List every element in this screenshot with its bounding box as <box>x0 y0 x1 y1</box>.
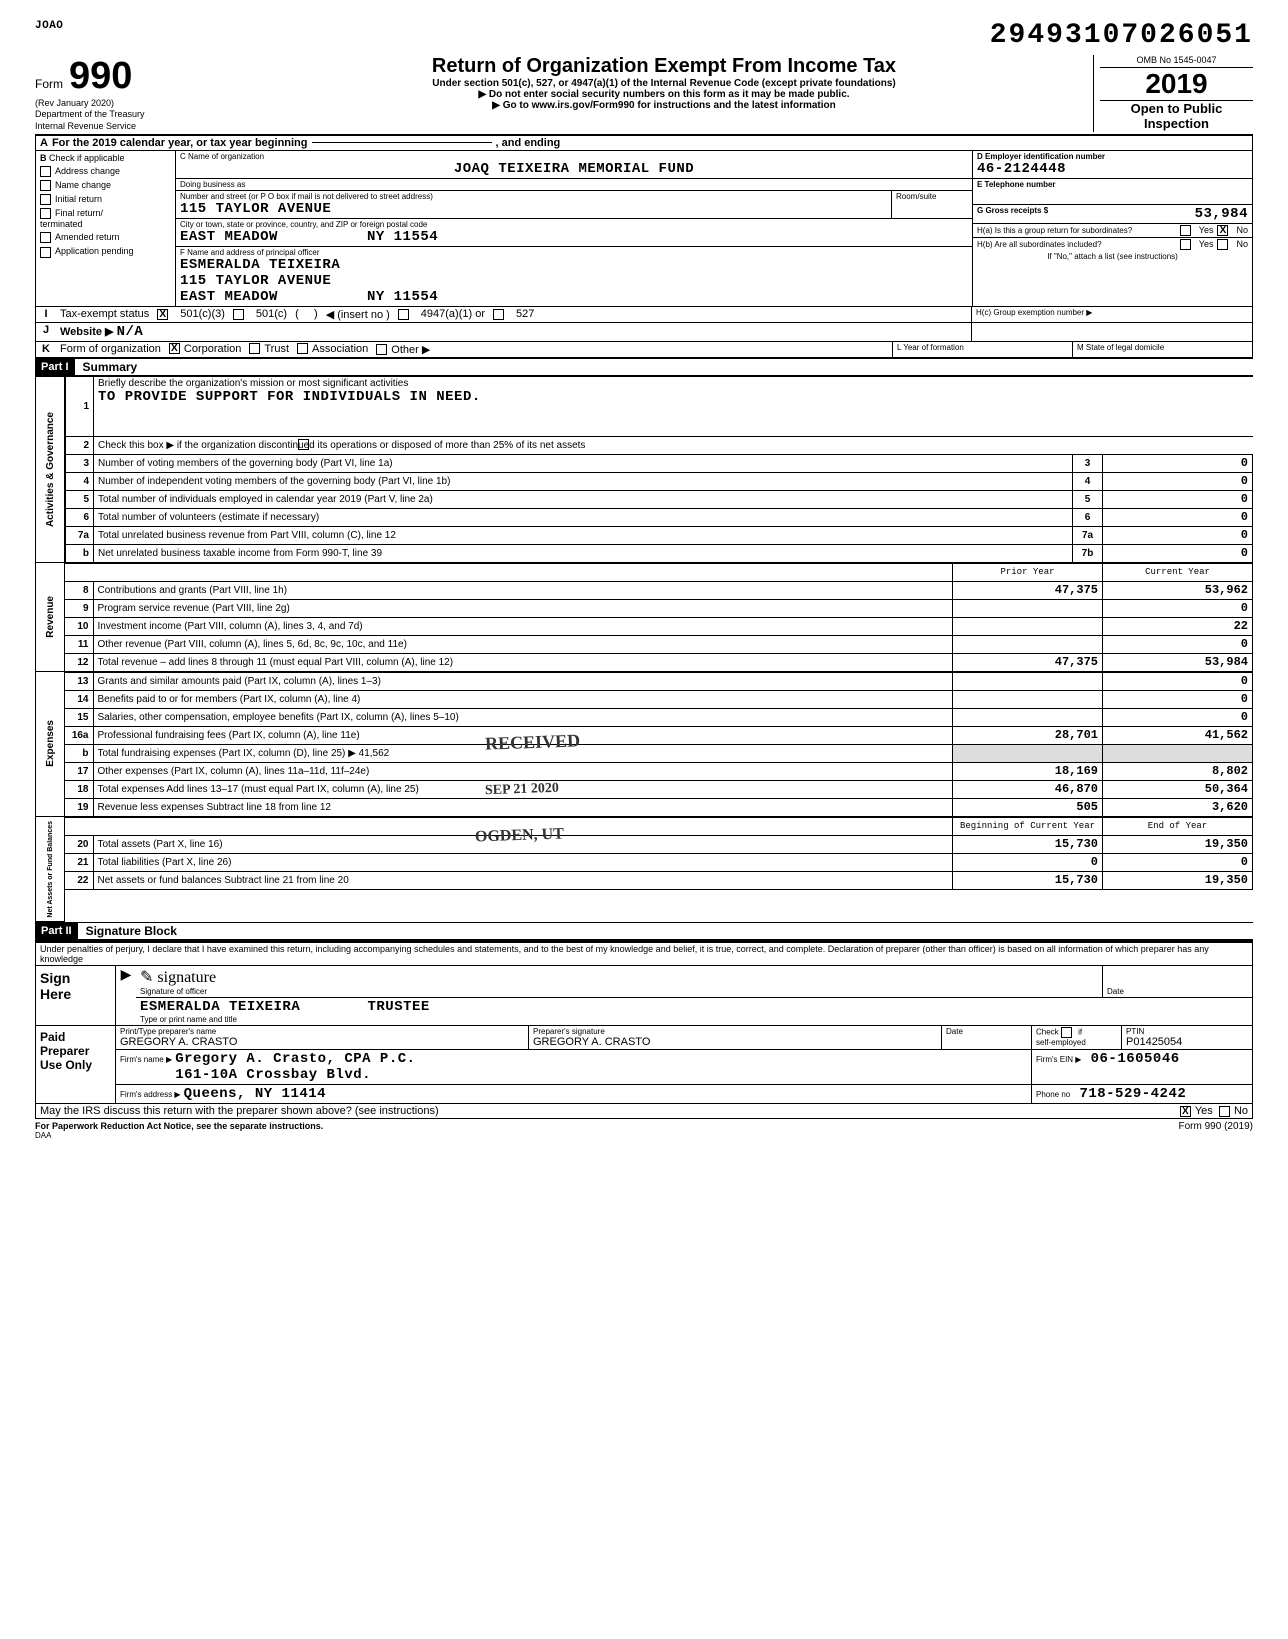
gov-table: 1 Briefly describe the organization's mi… <box>65 377 1253 563</box>
officer-name: ESMERALDA TEIXEIRA <box>180 257 968 273</box>
line-21: 21Total liabilities (Part X, line 26)00 <box>65 853 1253 871</box>
goto-url: ▶ Go to www.irs.gov/Form990 for instruct… <box>243 100 1085 111</box>
line-10: 10Investment income (Part VIII, column (… <box>65 617 1253 635</box>
line-20: 20Total assets (Part X, line 16)15,73019… <box>65 835 1253 853</box>
gross-receipts: 53,984 <box>1048 206 1248 222</box>
line-b: bTotal fundraising expenses (Part IX, co… <box>65 744 1253 762</box>
gov-line-7b: bNet unrelated business taxable income f… <box>66 544 1253 562</box>
side-expenses: Expenses <box>43 716 58 771</box>
line-11: 11Other revenue (Part VIII, column (A), … <box>65 635 1253 653</box>
entity-block: A For the 2019 calendar year, or tax yea… <box>35 136 1253 358</box>
discuss-question: May the IRS discuss this return with the… <box>40 1105 1180 1117</box>
preparer-name: GREGORY A. CRASTO <box>120 1036 524 1048</box>
line-16a: 16aProfessional fundraising fees (Part I… <box>65 726 1253 744</box>
handwritten-name: JOAO <box>35 20 63 32</box>
gov-line-7a: 7aTotal unrelated business revenue from … <box>66 526 1253 544</box>
checkbox-application-pending[interactable]: Application pending <box>40 246 171 257</box>
preparer-sig: GREGORY A. CRASTO <box>533 1036 937 1048</box>
line-9: 9Program service revenue (Part VIII, lin… <box>65 599 1253 617</box>
line-12: 12Total revenue – add lines 8 through 11… <box>65 653 1253 671</box>
subtitle: Under section 501(c), 527, or 4947(a)(1)… <box>243 78 1085 89</box>
discuss-yes[interactable]: X <box>1180 1106 1191 1117</box>
state-zip: NY 11554 <box>367 229 438 245</box>
line-14: 14Benefits paid to or for members (Part … <box>65 690 1253 708</box>
checkbox-final-return-terminated[interactable]: Final return/terminated <box>40 208 171 229</box>
officer-street: 115 TAYLOR AVENUE <box>180 273 968 289</box>
line-13: 13Grants and similar amounts paid (Part … <box>65 672 1253 690</box>
expense-table: 13Grants and similar amounts paid (Part … <box>65 672 1253 817</box>
irs: Internal Revenue Service <box>35 122 235 132</box>
firm-addr2: Queens, NY 11414 <box>184 1086 326 1102</box>
part2-header: Part II Signature Block <box>35 922 1253 941</box>
firm-phone: 718-529-4242 <box>1079 1086 1186 1102</box>
form-header: Form 990 (Rev January 2020) Department o… <box>35 55 1253 136</box>
line-15: 15Salaries, other compensation, employee… <box>65 708 1253 726</box>
gov-line-3: 3Number of voting members of the governi… <box>66 454 1253 472</box>
firm-addr1: 161-10A Crossbay Blvd. <box>175 1067 371 1083</box>
col-d: D Employer identification number 46-2124… <box>972 151 1252 306</box>
501c3-check[interactable]: X <box>157 309 168 320</box>
officer-title: TRUSTEE <box>367 999 429 1015</box>
k-opt-0[interactable]: XCorporation <box>169 343 241 356</box>
tax-year: 2019 <box>1100 68 1253 100</box>
signature-block: Under penalties of perjury, I declare th… <box>35 941 1253 1119</box>
line-18: 18Total expenses Add lines 13–17 (must e… <box>65 780 1253 798</box>
form-footer: Form 990 (2019) <box>1179 1121 1253 1140</box>
street: 115 TAYLOR AVENUE <box>180 201 887 217</box>
perjury-statement: Under penalties of perjury, I declare th… <box>36 943 1252 966</box>
line-17: 17Other expenses (Part IX, column (A), l… <box>65 762 1253 780</box>
line-19: 19Revenue less expenses Subtract line 18… <box>65 798 1253 816</box>
revenue-table: Prior Year Current Year 8Contributions a… <box>65 563 1253 672</box>
mission: TO PROVIDE SUPPORT FOR INDIVIDUALS IN NE… <box>98 389 481 405</box>
k-opt-3[interactable]: Other ▶ <box>376 343 430 356</box>
officer-state-zip: NY 11554 <box>367 289 438 305</box>
side-net: Net Assets or Fund Balances <box>45 817 56 922</box>
website: N/A <box>117 324 144 340</box>
dept-treasury: Department of the Treasury <box>35 110 235 120</box>
gov-line-6: 6Total number of volunteers (estimate if… <box>66 508 1253 526</box>
dln: 29493107026051 <box>990 20 1253 51</box>
ptin: P01425054 <box>1126 1036 1248 1048</box>
ein: 46-2124448 <box>977 161 1248 177</box>
firm-name: Gregory A. Crasto, CPA P.C. <box>175 1051 415 1067</box>
omb-number: OMB No 1545-0047 <box>1100 55 1253 68</box>
dba-label: Doing business as <box>176 179 972 191</box>
line-8: 8Contributions and grants (Part VIII, li… <box>65 581 1253 599</box>
checkbox-amended-return[interactable]: Amended return <box>40 232 171 243</box>
k-opt-1[interactable]: Trust <box>249 343 289 356</box>
open-public-2: Inspection <box>1100 116 1253 131</box>
side-revenue: Revenue <box>43 592 58 642</box>
checkbox-initial-return[interactable]: Initial return <box>40 194 171 205</box>
col-b-checkboxes: B Check if applicable Address changeName… <box>36 151 176 306</box>
org-name: JOAQ TEIXEIRA MEMORIAL FUND <box>180 161 968 177</box>
net-table: Beginning of Current Year End of Year 20… <box>65 817 1253 890</box>
form-number: 990 <box>69 55 132 98</box>
officer-print-name: ESMERALDA TEIXEIRA <box>140 999 300 1015</box>
k-opt-2[interactable]: Association <box>297 343 368 356</box>
checkbox-name-change[interactable]: Name change <box>40 180 171 191</box>
form-word: Form <box>35 77 63 91</box>
checkbox-address-change[interactable]: Address change <box>40 166 171 177</box>
part1-header: Part I Summary <box>35 358 1253 377</box>
line-a: For the 2019 calendar year, or tax year … <box>52 137 308 149</box>
city: EAST MEADOW <box>180 229 278 245</box>
ssn-warning: ▶ Do not enter social security numbers o… <box>243 89 1085 100</box>
open-public-1: Open to Public <box>1100 101 1253 116</box>
pra-notice: For Paperwork Reduction Act Notice, see … <box>35 1121 1179 1131</box>
revision: (Rev January 2020) <box>35 98 235 108</box>
line-22: 22Net assets or fund balances Subtract l… <box>65 871 1253 889</box>
col-c: C Name of organization JOAQ TEIXEIRA MEM… <box>176 151 972 306</box>
ha-no-check[interactable]: X <box>1217 225 1228 236</box>
officer-city: EAST MEADOW <box>180 289 278 305</box>
side-activities: Activities & Governance <box>43 408 58 531</box>
gov-line-5: 5Total number of individuals employed in… <box>66 490 1253 508</box>
gov-line-4: 4Number of independent voting members of… <box>66 472 1253 490</box>
top-row: JOAO 29493107026051 <box>35 20 1253 51</box>
form-title: Return of Organization Exempt From Incom… <box>243 55 1085 78</box>
firm-ein: 06-1605046 <box>1091 1051 1180 1067</box>
